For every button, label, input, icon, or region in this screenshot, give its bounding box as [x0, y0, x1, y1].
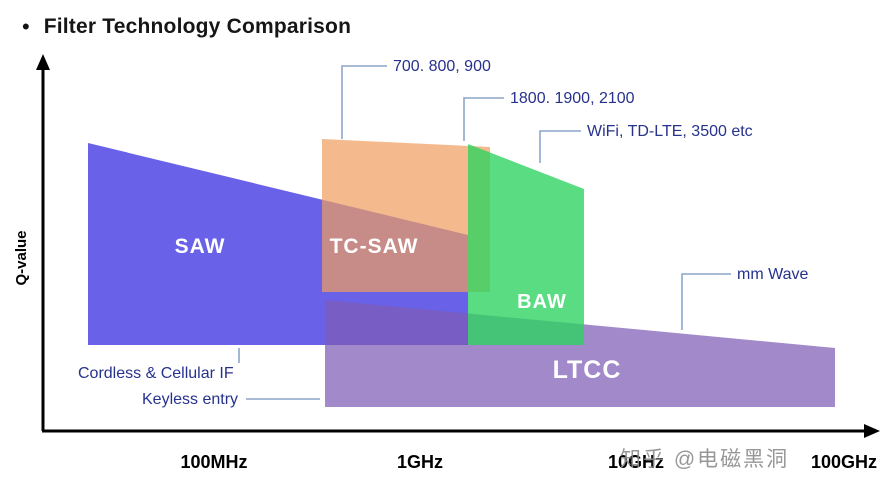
x-axis-arrow-icon — [864, 424, 880, 438]
annotation-label-5: Cordless & Cellular IF — [78, 365, 234, 382]
region-label-ltcc: LTCC — [553, 356, 622, 384]
annotation-label-2: 1800. 1900, 2100 — [510, 90, 635, 107]
annotation-label-3: WiFi, TD-LTE, 3500 etc — [587, 123, 753, 140]
watermark: 知乎 @电磁黑洞 — [620, 448, 790, 471]
title-bullet-icon: • — [22, 14, 30, 39]
region-tc-saw — [322, 139, 490, 292]
y-axis-arrow-icon — [36, 54, 50, 70]
callout-line-4 — [681, 273, 731, 330]
annotation-label-1: 700. 800, 900 — [393, 58, 491, 75]
annotation-label-6: Keyless entry — [142, 391, 238, 408]
title-row: • Filter Technology Comparison — [22, 15, 351, 39]
x-tick-10GHz: 10GHz — [608, 452, 664, 472]
region-label-baw: BAW — [517, 291, 567, 313]
region-label-tc-saw: TC-SAW — [330, 235, 419, 258]
page-title: Filter Technology Comparison — [43, 15, 352, 38]
region-label-saw: SAW — [175, 235, 226, 258]
callout-line-1 — [341, 65, 387, 139]
x-tick-100GHz: 100GHz — [811, 452, 877, 472]
callout-line-2 — [463, 97, 504, 141]
x-tick-100MHz: 100MHz — [180, 452, 247, 472]
annotation-label-4: mm Wave — [737, 266, 809, 283]
region-baw — [468, 144, 584, 345]
callout-line-3 — [539, 130, 581, 163]
y-axis-label: Q-value — [13, 230, 30, 285]
region-ltcc — [325, 300, 835, 407]
region-saw — [88, 143, 468, 345]
x-tick-1GHz: 1GHz — [397, 452, 443, 472]
